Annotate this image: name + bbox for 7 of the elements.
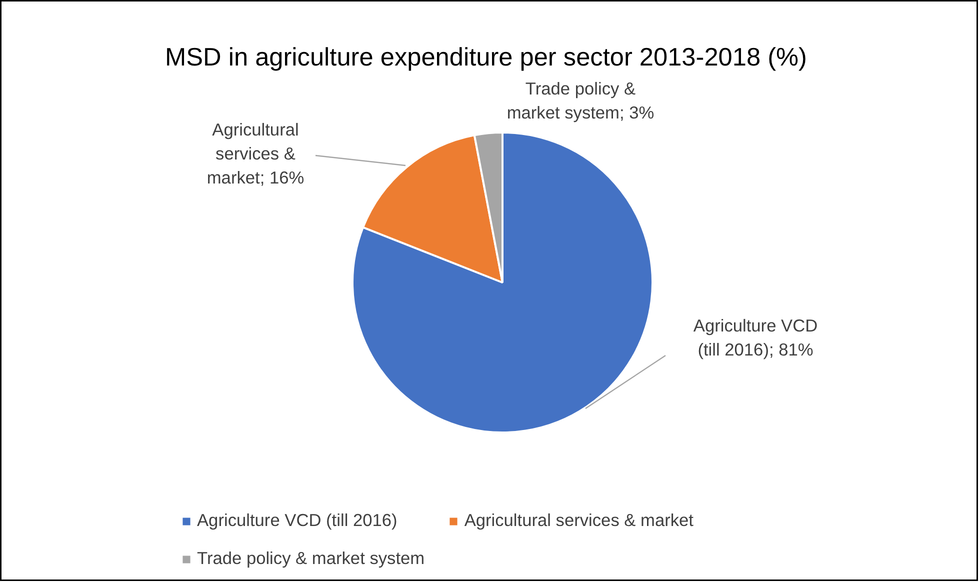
legend-label: Agricultural services & market	[464, 510, 694, 531]
data-label: Agriculture VCD (till 2016); 81%	[693, 316, 818, 360]
legend-label: Trade policy & market system	[197, 548, 425, 569]
data-label: Agricultural services & market; 16%	[206, 120, 304, 188]
chart-title: MSD in agriculture expenditure per sector 2013-2018 (%)	[164, 44, 807, 72]
legend-label: Agriculture VCD (till 2016)	[197, 510, 398, 531]
data-label: Trade policy & market system; 3%	[506, 78, 654, 122]
